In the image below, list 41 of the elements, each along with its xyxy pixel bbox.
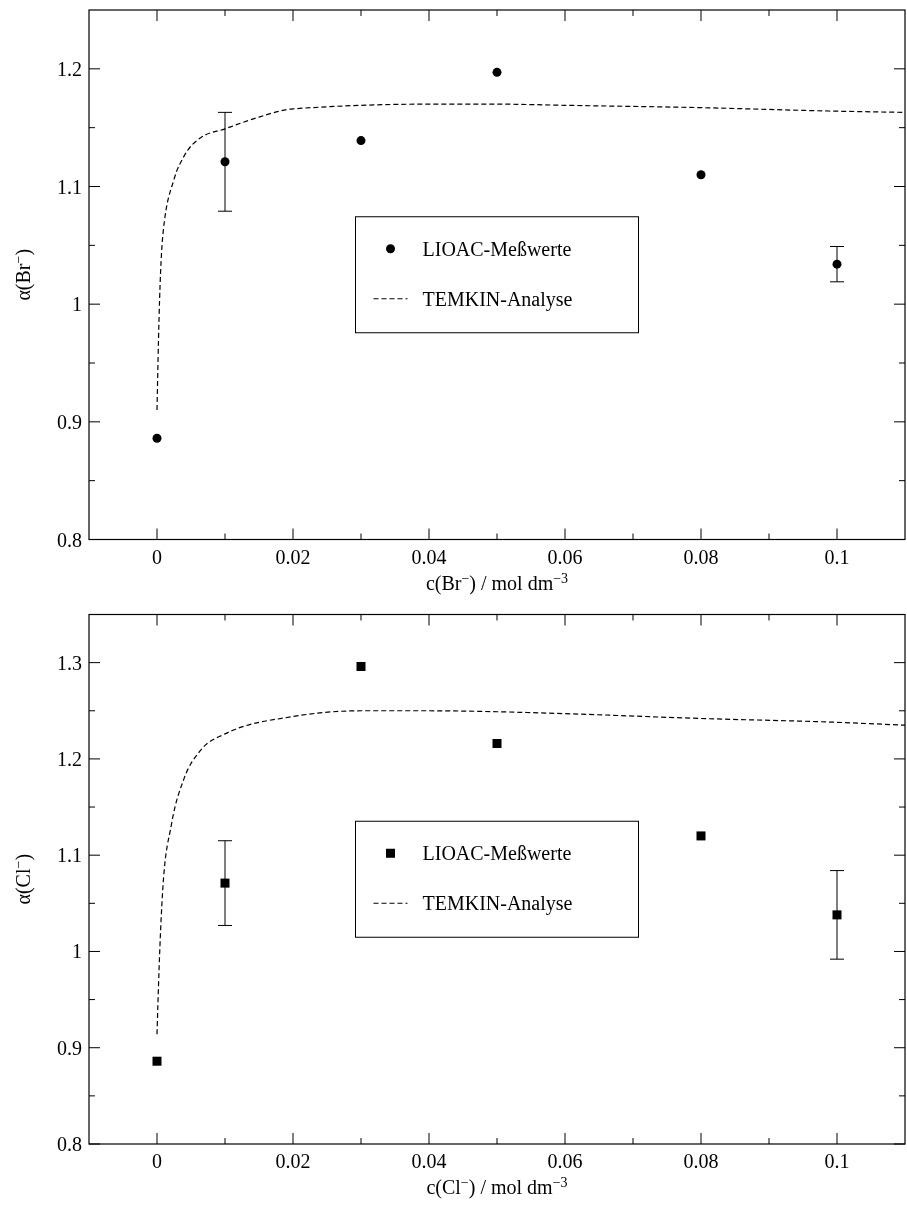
legend-label: LIOAC-Meßwerte	[422, 237, 572, 260]
y-tick-label: 1.2	[57, 57, 82, 80]
point	[220, 157, 230, 167]
point	[220, 878, 230, 888]
x-axis-title: c(Cl$^{−}$) / mol dm$^{−3}$	[426, 1174, 568, 1199]
point	[492, 67, 502, 77]
point	[152, 433, 162, 443]
point	[696, 170, 706, 180]
x-tick-label: 0.08	[683, 1150, 719, 1172]
x-tick-label: 0	[152, 1150, 162, 1172]
x-tick-label: 0.04	[411, 545, 447, 568]
point	[492, 739, 502, 749]
point	[696, 831, 706, 841]
x-tick-label: 0.06	[547, 1150, 583, 1172]
y-tick-label: 0.9	[57, 410, 82, 433]
x-tick-label: 0.04	[411, 1150, 447, 1172]
point	[356, 661, 366, 671]
y-tick-label: 1.1	[57, 844, 82, 867]
y-tick-label: 0.9	[57, 1036, 82, 1059]
legend-label: TEMKIN-Analyse	[422, 892, 573, 916]
x-tick-label: 0.1	[824, 1150, 850, 1172]
legend-label: LIOAC-Meßwerte	[422, 842, 572, 865]
x-axis-title: c(Br$^{−}$) / mol dm$^{−3}$	[425, 570, 569, 595]
y-tick-label: 1.3	[57, 651, 82, 674]
y-tick-label: 0.8	[57, 1133, 82, 1155]
x-tick-label: 0.02	[275, 545, 311, 568]
point	[832, 259, 842, 269]
x-tick-label: 0.08	[683, 545, 719, 568]
y-tick-label: 1	[72, 293, 82, 316]
y-tick-label: 1.1	[57, 175, 82, 198]
point	[832, 910, 842, 920]
legend-label: TEMKIN-Analyse	[422, 287, 573, 311]
x-tick-label: 0	[152, 545, 162, 568]
x-tick-label: 0.06	[547, 545, 583, 568]
x-tick-label: 0.1	[824, 545, 850, 568]
y-tick-label: 1.2	[57, 747, 82, 770]
x-tick-label: 0.02	[275, 1150, 311, 1172]
point	[152, 1056, 162, 1066]
y-tick-label: 0.8	[57, 528, 82, 551]
point	[356, 136, 366, 146]
y-tick-label: 1	[72, 940, 82, 963]
